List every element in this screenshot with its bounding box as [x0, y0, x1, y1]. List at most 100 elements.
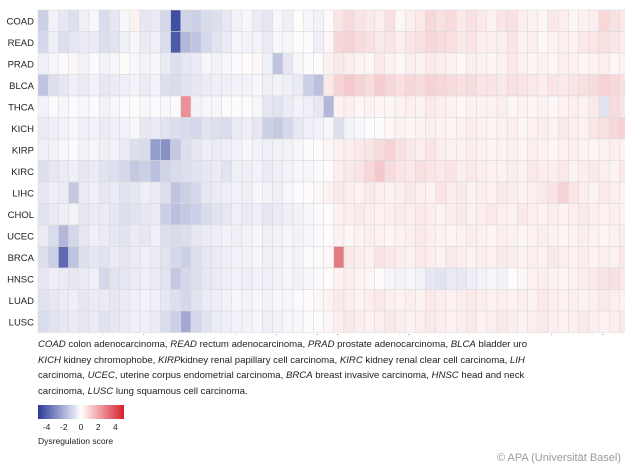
heatmap-cell: [190, 246, 202, 269]
heatmap-cell: [109, 181, 120, 204]
heatmap-cell: [568, 9, 579, 32]
heatmap-cell: [231, 310, 243, 333]
heatmap-cell: [149, 203, 161, 226]
heatmap-cell: [129, 31, 141, 54]
heatmap-cell: [272, 181, 284, 204]
heatmap-cell: [119, 95, 131, 118]
caption-line-4: carcinoma, LUSC lung squamous cell carci…: [38, 385, 248, 397]
heatmap-cell: [251, 289, 263, 312]
heatmap-cell: [394, 289, 406, 312]
column-label: RPS10: [550, 334, 568, 335]
heatmap-cell: [527, 310, 539, 333]
heatmap-cell: [221, 74, 233, 97]
heatmap-cell: [353, 267, 365, 290]
heatmap-cell: [211, 267, 222, 290]
heatmap-cell: [149, 289, 161, 312]
heatmap-cell: [598, 160, 610, 183]
heatmap-cell: [415, 310, 426, 333]
heatmap-cell: [170, 224, 182, 247]
heatmap-cell: [47, 181, 59, 204]
heatmap-cell: [149, 267, 161, 290]
heatmap-cell: [557, 117, 569, 140]
heatmap-cell: [547, 117, 559, 140]
heatmap-cell: [353, 203, 365, 226]
heatmap-cell: [302, 267, 314, 290]
heatmap-cell: [374, 289, 386, 312]
heatmap-cell: [211, 52, 222, 75]
heatmap-cell: [445, 9, 457, 32]
heatmap-cell: [68, 310, 80, 333]
heatmap-cell: [190, 310, 202, 333]
heatmap-cell: [251, 31, 263, 54]
heatmap-cell: [272, 9, 284, 32]
colorbar-tick-label: -2: [60, 422, 68, 432]
heatmap-cell: [170, 203, 182, 226]
heatmap-cell: [251, 117, 263, 140]
heatmap-cell: [98, 9, 110, 32]
heatmap-cell: [190, 289, 202, 312]
heatmap-cell: [353, 310, 365, 333]
heatmap-cell: [109, 224, 120, 247]
heatmap-cell: [200, 203, 212, 226]
heatmap-cell: [343, 74, 355, 97]
heatmap-cell: [282, 9, 294, 32]
heatmap-cell: [353, 160, 365, 183]
heatmap-cell: [149, 181, 161, 204]
heatmap-cell: [578, 181, 590, 204]
heatmap-cell: [37, 52, 49, 75]
heatmap-cell: [435, 138, 447, 161]
column-label: RPS23: [285, 334, 303, 335]
heatmap-cell: [282, 95, 294, 118]
heatmap-cell: [78, 181, 90, 204]
heatmap-cell: [68, 224, 80, 247]
heatmap-cell: [109, 52, 120, 75]
heatmap-cell: [343, 160, 355, 183]
heatmap-cell: [445, 52, 457, 75]
heatmap-cell: [588, 160, 600, 183]
heatmap-cell: [517, 52, 528, 75]
heatmap-cell: [272, 310, 284, 333]
heatmap-cell: [455, 9, 467, 32]
heatmap-cell: [119, 31, 131, 54]
heatmap-cell: [149, 310, 161, 333]
heatmap-cell: [58, 95, 69, 118]
heatmap-cell: [190, 74, 202, 97]
heatmap-cell: [180, 95, 192, 118]
heatmap-cell: [129, 9, 141, 32]
heatmap-cell: [180, 117, 192, 140]
heatmap-cell: [231, 267, 243, 290]
column-label: RPL27: [398, 333, 416, 335]
heatmap-cell: [364, 9, 375, 32]
heatmap-cell: [333, 289, 345, 312]
column-label: RPL41: [489, 334, 507, 335]
heatmap-cell: [496, 246, 508, 269]
heatmap-cell: [313, 31, 324, 54]
heatmap-cell: [466, 181, 477, 204]
heatmap-cell: [292, 181, 304, 204]
heatmap-cell: [37, 138, 49, 161]
heatmap-cell: [58, 74, 69, 97]
heatmap-cell: [272, 74, 284, 97]
heatmap-cell: [47, 138, 59, 161]
heatmap-cell: [506, 181, 518, 204]
heatmap-cell: [568, 203, 579, 226]
heatmap-cell: [282, 160, 294, 183]
heatmap-cell: [200, 74, 212, 97]
heatmap-cell: [425, 117, 437, 140]
heatmap-cell: [292, 310, 304, 333]
heatmap-cell: [119, 160, 131, 183]
heatmap-cell: [200, 181, 212, 204]
heatmap-cell: [343, 138, 355, 161]
heatmap-cell: [58, 31, 69, 54]
heatmap-cell: [364, 95, 375, 118]
heatmap-cell: [568, 95, 579, 118]
heatmap-cell: [313, 246, 324, 269]
heatmap-cell: [517, 138, 528, 161]
heatmap-cell: [160, 9, 171, 32]
heatmap-cell: [109, 267, 120, 290]
heatmap-cell: [78, 117, 90, 140]
heatmap-cell: [149, 74, 161, 97]
heatmap-cell: [568, 224, 579, 247]
column-label: RPL11: [82, 334, 99, 335]
heatmap-cell: [374, 74, 386, 97]
